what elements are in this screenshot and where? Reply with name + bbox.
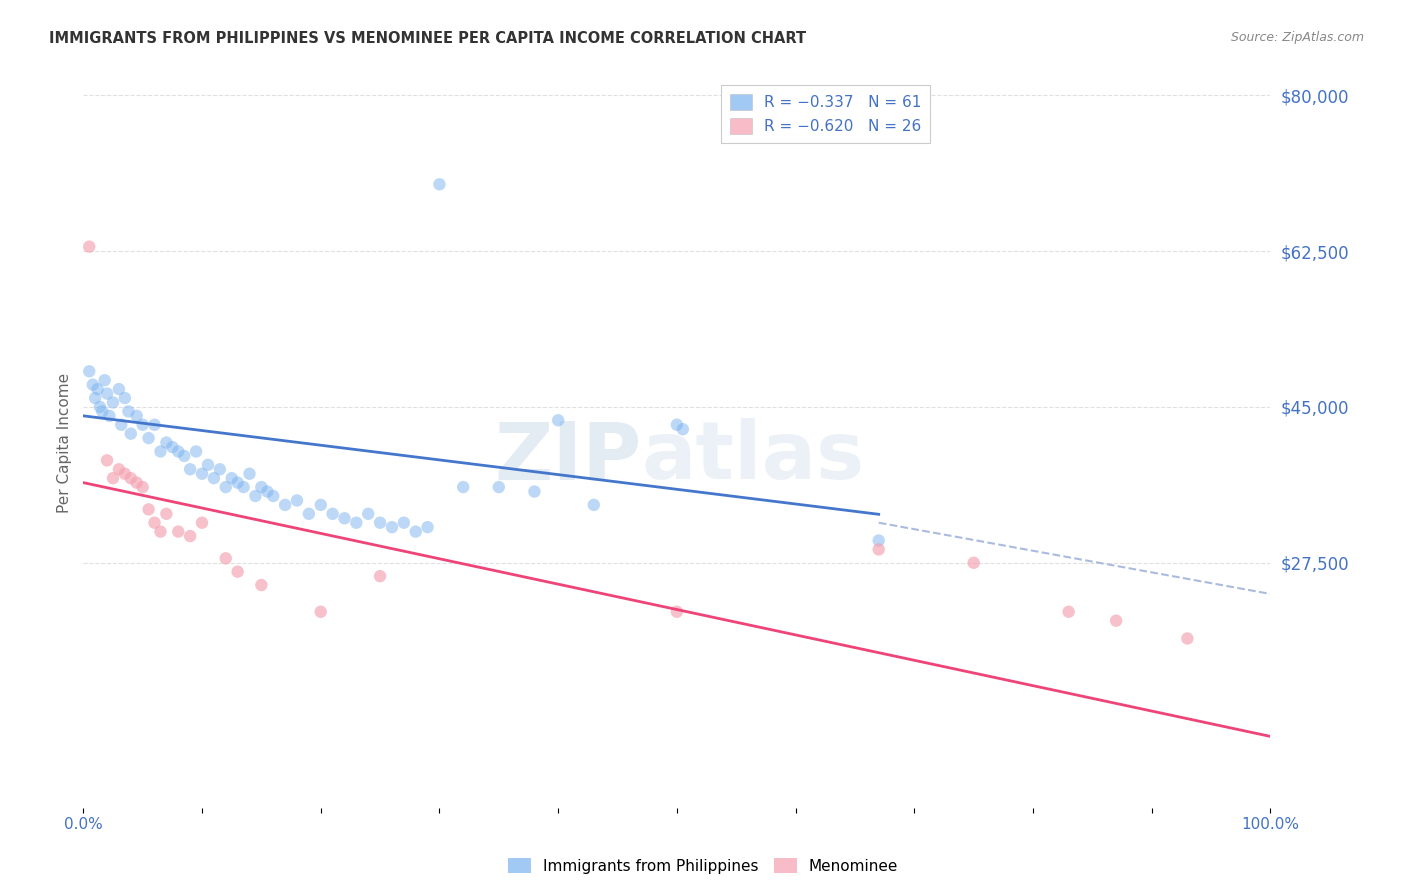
Point <box>101 395 124 409</box>
Point <box>238 467 260 481</box>
Point <box>451 480 474 494</box>
Point <box>226 565 249 579</box>
Point <box>167 444 190 458</box>
Point <box>232 480 254 494</box>
Point <box>82 377 104 392</box>
Point <box>77 364 100 378</box>
Point <box>1057 605 1080 619</box>
Point <box>368 569 391 583</box>
Point <box>322 507 344 521</box>
Point <box>547 413 569 427</box>
Point <box>98 409 121 423</box>
Point <box>523 484 546 499</box>
Point <box>149 524 172 539</box>
Point <box>488 480 510 494</box>
Legend: R = −0.337   N = 61, R = −0.620   N = 26: R = −0.337 N = 61, R = −0.620 N = 26 <box>721 85 931 143</box>
Point <box>173 449 195 463</box>
Point <box>202 471 225 485</box>
Point <box>138 502 160 516</box>
Point <box>96 386 118 401</box>
Point <box>155 435 177 450</box>
Point <box>381 520 404 534</box>
Point <box>114 391 136 405</box>
Point <box>665 417 688 432</box>
Point <box>86 382 108 396</box>
Point <box>392 516 415 530</box>
Point <box>84 391 107 405</box>
Point <box>96 453 118 467</box>
Point <box>429 178 451 192</box>
Legend: Immigrants from Philippines, Menominee: Immigrants from Philippines, Menominee <box>502 852 904 880</box>
Point <box>405 524 427 539</box>
Point <box>114 467 136 481</box>
Point <box>179 462 201 476</box>
Point <box>868 533 890 548</box>
Point <box>298 507 321 521</box>
Point <box>416 520 439 534</box>
Point <box>274 498 297 512</box>
Point <box>138 431 160 445</box>
Point <box>89 400 111 414</box>
Point <box>117 404 139 418</box>
Point <box>110 417 132 432</box>
Point <box>191 516 214 530</box>
Point <box>250 578 273 592</box>
Point <box>108 382 131 396</box>
Text: atlas: atlas <box>641 418 865 496</box>
Point <box>309 605 332 619</box>
Point <box>226 475 249 490</box>
Point <box>262 489 284 503</box>
Point <box>215 551 238 566</box>
Point <box>125 475 148 490</box>
Point <box>197 458 219 472</box>
Point <box>357 507 380 521</box>
Point <box>285 493 308 508</box>
Point <box>665 605 688 619</box>
Point <box>167 524 190 539</box>
Point <box>309 498 332 512</box>
Y-axis label: Per Capita Income: Per Capita Income <box>58 373 72 513</box>
Point <box>250 480 273 494</box>
Point <box>215 480 238 494</box>
Point <box>162 440 184 454</box>
Point <box>179 529 201 543</box>
Point <box>208 462 231 476</box>
Point <box>149 444 172 458</box>
Point <box>256 484 278 499</box>
Point <box>77 240 100 254</box>
Point <box>101 471 124 485</box>
Point <box>344 516 367 530</box>
Point <box>368 516 391 530</box>
Point <box>108 462 131 476</box>
Point <box>93 373 115 387</box>
Point <box>1177 632 1199 646</box>
Point <box>672 422 695 436</box>
Point <box>125 409 148 423</box>
Point <box>184 444 207 458</box>
Point <box>221 471 243 485</box>
Point <box>143 516 166 530</box>
Point <box>1105 614 1128 628</box>
Point <box>120 426 142 441</box>
Point <box>155 507 177 521</box>
Point <box>120 471 142 485</box>
Point <box>143 417 166 432</box>
Point <box>91 404 114 418</box>
Point <box>131 417 153 432</box>
Text: IMMIGRANTS FROM PHILIPPINES VS MENOMINEE PER CAPITA INCOME CORRELATION CHART: IMMIGRANTS FROM PHILIPPINES VS MENOMINEE… <box>49 31 806 46</box>
Text: ZIP: ZIP <box>494 418 641 496</box>
Point <box>582 498 605 512</box>
Point <box>868 542 890 557</box>
Point <box>131 480 153 494</box>
Point <box>963 556 986 570</box>
Text: Source: ZipAtlas.com: Source: ZipAtlas.com <box>1230 31 1364 45</box>
Point <box>333 511 356 525</box>
Point <box>245 489 267 503</box>
Point <box>191 467 214 481</box>
